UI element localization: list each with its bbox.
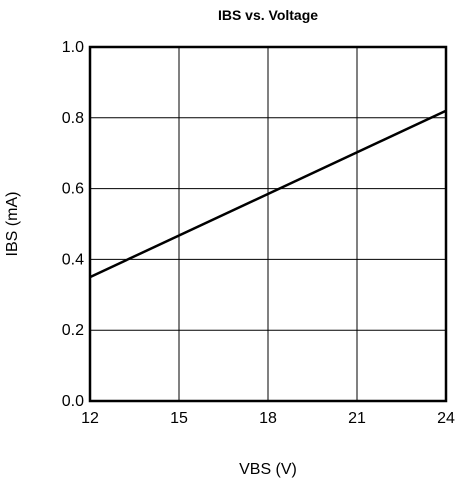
plot-frame	[88, 45, 448, 403]
y-tick-label: 0.0	[62, 393, 84, 410]
series-layer	[89, 109, 447, 279]
x-axis-label: VBS (V)	[239, 461, 297, 478]
x-tick-label: 24	[437, 410, 455, 427]
chart-title: IBS vs. Voltage	[218, 7, 318, 23]
y-tick-label: 0.8	[62, 110, 84, 127]
x-tick-label: 15	[170, 410, 188, 427]
y-tick-label: 0.6	[62, 181, 84, 198]
grid-lines	[89, 46, 447, 402]
x-tick-labels: 12 15 18 21 24	[81, 410, 455, 427]
y-tick-label: 0.4	[62, 251, 84, 268]
series-line	[89, 109, 447, 279]
x-tick-label: 18	[259, 410, 277, 427]
y-tick-label: 0.2	[62, 322, 84, 339]
x-tick-label: 12	[81, 410, 99, 427]
y-tick-label: 1.0	[62, 39, 84, 56]
y-axis-label: IBS (mA)	[4, 192, 21, 257]
x-tick-label: 21	[348, 410, 366, 427]
y-tick-labels: 0.0 0.2 0.4 0.6 0.8 1.0	[62, 39, 84, 410]
